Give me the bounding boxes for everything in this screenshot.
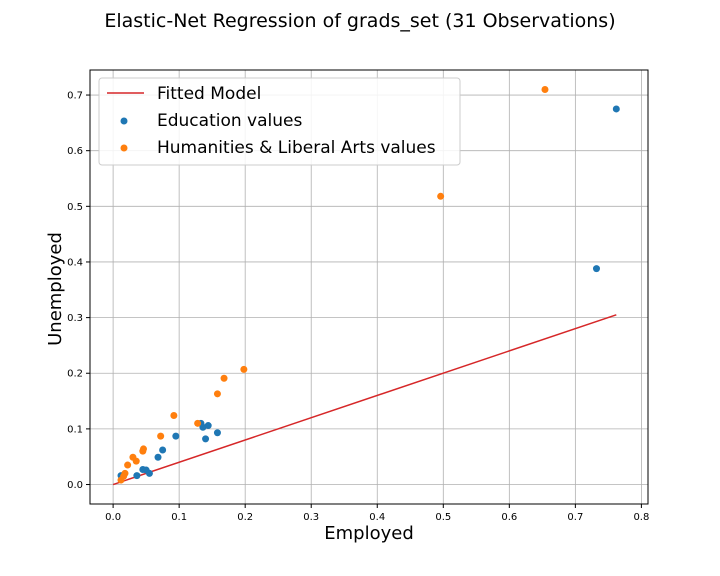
fitted-model-layer (112, 314, 617, 486)
x-axis-ticks: 0.0 0.1 0.2 0.3 0.4 0.5 0.6 0.7 0.8 (105, 504, 649, 523)
legend-box (98, 77, 461, 166)
legend-humanities-label: Humanities & Liberal Arts values (157, 138, 436, 158)
education-point (199, 423, 207, 431)
humanities-point (194, 419, 202, 427)
humanities-point (220, 374, 228, 382)
x-tick-label: 0.0 (105, 512, 121, 523)
x-tick-label: 0.7 (567, 512, 583, 523)
legend-fitted-model-label: Fitted Model (157, 84, 261, 104)
education-point (213, 429, 221, 437)
fitted-model-line (112, 314, 617, 486)
humanities-point (132, 457, 140, 465)
humanities-point (213, 390, 221, 398)
x-tick-label: 0.3 (303, 512, 319, 523)
humanities-point (541, 85, 549, 93)
y-axis-ticks: 0.0 0.1 0.2 0.3 0.4 0.5 0.6 0.7 (67, 91, 90, 491)
x-tick-label: 0.6 (501, 512, 517, 523)
y-tick-label: 0.3 (67, 313, 83, 324)
y-tick-label: 0.5 (67, 202, 83, 213)
chart-title: Elastic-Net Regression of grads_set (31 … (104, 10, 615, 32)
education-point (202, 435, 210, 443)
y-tick-label: 0.0 (67, 480, 83, 491)
humanities-point (170, 412, 178, 420)
humanities-point (437, 192, 445, 200)
education-point (172, 432, 180, 440)
education-point (133, 472, 141, 480)
y-tick-label: 0.4 (67, 257, 83, 268)
humanities-point (139, 445, 147, 453)
education-point (159, 446, 167, 454)
humanities-point (240, 365, 248, 373)
education-point (612, 105, 620, 113)
education-point (145, 469, 153, 477)
x-tick-label: 0.4 (369, 512, 385, 523)
scatter-points (117, 85, 620, 484)
y-tick-label: 0.1 (67, 424, 83, 435)
legend-education-label: Education values (157, 111, 302, 131)
plot-frame (89, 69, 649, 505)
x-tick-label: 0.5 (435, 512, 451, 523)
x-axis-label: Employed (324, 523, 414, 544)
x-tick-label: 0.1 (171, 512, 187, 523)
y-tick-label: 0.2 (67, 369, 83, 380)
legend-education-marker (120, 117, 128, 125)
education-point (204, 422, 212, 430)
education-point (154, 453, 162, 461)
humanities-point (121, 469, 129, 477)
education-point (592, 265, 600, 273)
y-axis-label: Unemployed (45, 232, 66, 346)
legend: Fitted Model Education values Humanities… (98, 77, 461, 166)
x-tick-label: 0.8 (633, 512, 649, 523)
y-tick-label: 0.7 (67, 91, 83, 102)
humanities-point (157, 432, 165, 440)
x-tick-label: 0.2 (237, 512, 253, 523)
legend-humanities-marker (120, 144, 128, 152)
humanities-point (124, 461, 132, 469)
y-tick-label: 0.6 (67, 146, 83, 157)
